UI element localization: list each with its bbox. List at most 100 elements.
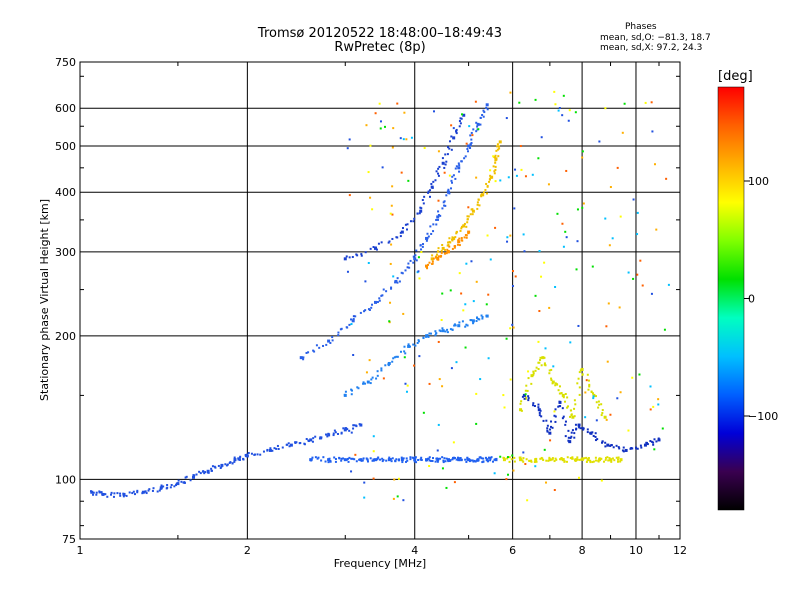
scatter-point	[494, 161, 497, 164]
scatter-point	[470, 141, 473, 144]
scatter-point	[555, 458, 558, 461]
data-point	[471, 319, 475, 323]
scatter-point	[362, 381, 365, 384]
scatter-point	[420, 251, 423, 254]
scatter-point	[350, 457, 353, 460]
scatter-point	[588, 383, 591, 386]
scatter-point	[407, 262, 410, 265]
scatter-point	[579, 427, 582, 430]
scatter-point	[570, 431, 573, 434]
scatter-point	[322, 344, 325, 347]
scatter-point	[441, 467, 444, 470]
scatter-point	[363, 310, 366, 313]
scatter-point	[558, 392, 561, 395]
scatter-point	[522, 233, 525, 236]
scatter-point	[518, 101, 521, 104]
scatter-point	[446, 331, 449, 334]
data-point	[220, 463, 224, 467]
scatter-point	[170, 484, 173, 487]
scatter-point	[406, 223, 409, 226]
scatter-point	[591, 461, 594, 464]
scatter-point	[459, 122, 462, 125]
data-point	[485, 458, 489, 462]
scatter-point	[458, 244, 461, 247]
scatter-point	[560, 392, 563, 395]
scatter-point	[597, 406, 600, 409]
scatter-point	[269, 447, 272, 450]
scatter-point	[92, 493, 95, 496]
scatter-point	[521, 459, 524, 462]
scatter-point	[433, 110, 436, 113]
scatter-point	[474, 100, 477, 103]
scatter-point	[333, 429, 336, 432]
scatter-point	[607, 459, 610, 462]
legend-title: Phases	[625, 22, 657, 32]
scatter-point	[219, 467, 222, 470]
scatter-point	[413, 217, 416, 220]
scatter-point	[508, 456, 511, 459]
scatter-point	[535, 460, 538, 463]
scatter-point	[317, 456, 320, 459]
scatter-point	[448, 147, 451, 150]
scatter-point	[533, 404, 536, 407]
scatter-point	[414, 456, 417, 459]
scatter-point	[434, 334, 437, 337]
data-point	[373, 458, 377, 462]
scatter-point	[152, 487, 155, 490]
scatter-point	[479, 123, 482, 126]
scatter-point	[324, 433, 327, 436]
data-point	[534, 458, 538, 462]
x-tick-label: 6	[509, 544, 516, 557]
scatter-point	[368, 359, 371, 362]
chart-title: Tromsø 20120522 18:48:00–18:49:43	[257, 26, 503, 41]
scatter-point	[207, 471, 210, 474]
scatter-point	[561, 417, 564, 420]
scatter-point	[262, 450, 265, 453]
scatter-point	[537, 340, 540, 343]
scatter-point	[646, 443, 649, 446]
data-point	[327, 433, 331, 437]
colorbar-unit: [deg]	[718, 69, 753, 84]
y-tick-label: 400	[55, 186, 76, 199]
scatter-point	[607, 302, 610, 305]
scatter-point	[616, 460, 619, 463]
scatter-point	[427, 335, 430, 338]
scatter-point	[365, 371, 368, 374]
scatter-point	[493, 170, 496, 173]
scatter-point	[546, 424, 549, 427]
scatter-point	[444, 252, 447, 255]
scatter-point	[455, 132, 458, 135]
scatter-point	[543, 448, 546, 451]
scatter-point	[533, 460, 536, 463]
data-point	[481, 193, 485, 197]
data-point	[519, 408, 523, 412]
scatter-point	[506, 240, 509, 243]
scatter-point	[604, 445, 607, 448]
scatter-point	[496, 145, 499, 148]
scatter-point	[302, 356, 305, 359]
scatter-point	[539, 356, 542, 359]
scatter-point	[508, 460, 511, 463]
scatter-point	[396, 495, 399, 498]
scatter-point	[538, 249, 541, 252]
scatter-point	[409, 259, 412, 262]
scatter-point	[465, 323, 468, 326]
scatter-point	[458, 120, 461, 123]
scatter-point	[431, 460, 434, 463]
scatter-point	[364, 251, 367, 254]
scatter-point	[415, 259, 418, 262]
x-tick-label: 10	[629, 544, 643, 557]
data-point	[343, 458, 347, 462]
x-tick-label: 4	[411, 544, 418, 557]
scatter-point	[418, 277, 421, 280]
scatter-point	[162, 485, 165, 488]
scatter-point	[348, 194, 351, 197]
scatter-point	[488, 180, 491, 183]
scatter-point	[653, 448, 656, 451]
scatter-point	[355, 425, 358, 428]
scatter-point	[430, 182, 433, 185]
scatter-point	[376, 301, 379, 304]
data-point	[586, 458, 590, 462]
data-point	[548, 458, 552, 462]
scatter-point	[639, 259, 642, 262]
